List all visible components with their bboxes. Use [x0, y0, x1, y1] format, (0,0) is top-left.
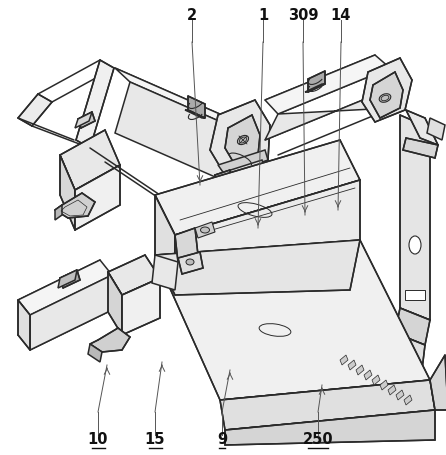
Polygon shape — [396, 390, 404, 400]
Polygon shape — [55, 193, 95, 218]
Text: 2: 2 — [187, 8, 197, 23]
Polygon shape — [60, 155, 75, 230]
Polygon shape — [78, 112, 95, 128]
Polygon shape — [178, 252, 203, 274]
Text: 10: 10 — [88, 432, 108, 447]
Polygon shape — [392, 333, 425, 370]
Polygon shape — [348, 360, 356, 370]
Polygon shape — [175, 228, 198, 262]
Polygon shape — [18, 94, 52, 126]
Polygon shape — [195, 222, 215, 238]
Polygon shape — [395, 308, 430, 345]
Ellipse shape — [409, 236, 421, 254]
Polygon shape — [403, 138, 438, 158]
Polygon shape — [197, 213, 212, 222]
Polygon shape — [210, 100, 270, 175]
Polygon shape — [225, 115, 260, 165]
Polygon shape — [188, 96, 205, 118]
Polygon shape — [356, 365, 364, 375]
Polygon shape — [380, 380, 388, 390]
Text: 309: 309 — [288, 8, 318, 23]
Polygon shape — [108, 272, 122, 335]
Polygon shape — [155, 195, 175, 295]
Text: 14: 14 — [331, 8, 351, 23]
Polygon shape — [308, 71, 325, 92]
Polygon shape — [185, 110, 205, 118]
Polygon shape — [362, 58, 412, 122]
Polygon shape — [155, 240, 360, 295]
Polygon shape — [406, 110, 438, 145]
Polygon shape — [215, 160, 265, 185]
Polygon shape — [60, 130, 120, 190]
Polygon shape — [18, 300, 30, 350]
Polygon shape — [405, 290, 425, 300]
Polygon shape — [88, 344, 102, 362]
Polygon shape — [115, 82, 237, 180]
Polygon shape — [115, 68, 237, 129]
Polygon shape — [76, 60, 114, 148]
Text: 250: 250 — [303, 432, 333, 447]
Polygon shape — [214, 213, 229, 222]
Ellipse shape — [237, 136, 248, 145]
Polygon shape — [364, 370, 372, 380]
Polygon shape — [30, 275, 112, 350]
Polygon shape — [404, 395, 412, 405]
Polygon shape — [75, 165, 120, 230]
Text: 9: 9 — [217, 432, 227, 447]
Polygon shape — [18, 260, 112, 315]
Polygon shape — [155, 140, 360, 235]
Polygon shape — [427, 118, 445, 140]
Polygon shape — [388, 385, 396, 395]
Ellipse shape — [217, 214, 227, 222]
Polygon shape — [265, 95, 392, 140]
Polygon shape — [122, 278, 160, 335]
Polygon shape — [152, 255, 178, 290]
Polygon shape — [400, 115, 430, 320]
Ellipse shape — [200, 214, 210, 222]
Polygon shape — [225, 410, 435, 445]
Polygon shape — [220, 380, 435, 430]
Text: 1: 1 — [258, 8, 268, 23]
Text: 15: 15 — [145, 432, 165, 447]
Polygon shape — [305, 84, 325, 92]
Ellipse shape — [379, 94, 391, 102]
Polygon shape — [108, 255, 160, 295]
Polygon shape — [175, 180, 360, 295]
Polygon shape — [372, 375, 380, 385]
Polygon shape — [75, 112, 92, 128]
Polygon shape — [193, 210, 232, 225]
Ellipse shape — [186, 259, 194, 265]
Polygon shape — [55, 205, 62, 220]
Polygon shape — [340, 355, 348, 365]
Polygon shape — [215, 170, 232, 215]
Polygon shape — [155, 240, 430, 400]
Polygon shape — [58, 270, 77, 288]
Polygon shape — [90, 328, 130, 352]
Polygon shape — [218, 150, 268, 175]
Ellipse shape — [201, 227, 210, 233]
Polygon shape — [60, 270, 80, 288]
Polygon shape — [370, 72, 403, 118]
Polygon shape — [265, 55, 390, 114]
Polygon shape — [430, 355, 446, 410]
